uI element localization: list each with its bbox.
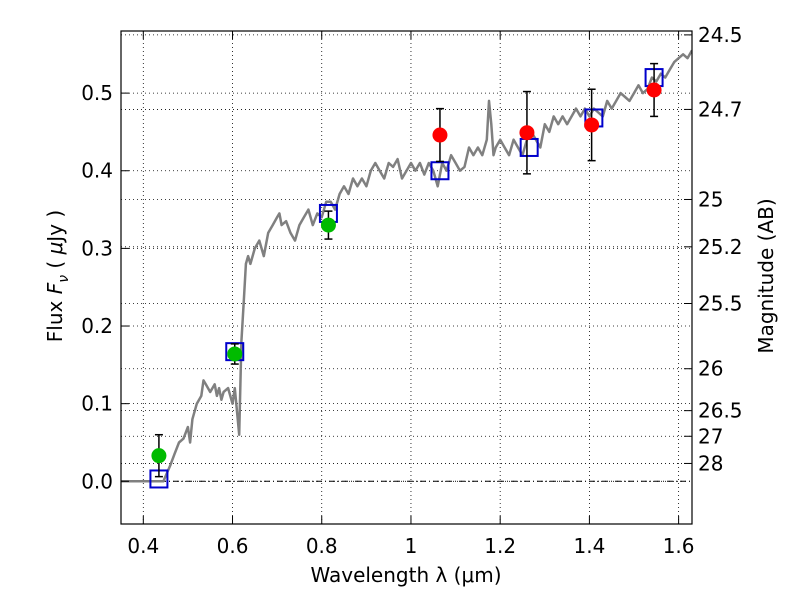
x-tick-label: 0.6: [217, 534, 249, 558]
observed-data-point: [584, 117, 600, 133]
observed-data-point: [432, 127, 448, 143]
magnitude-tick-label: 25.2: [698, 235, 743, 259]
axes-frame: [120, 30, 693, 525]
y-tick-label: 0.5: [81, 81, 113, 105]
magnitude-axis-title: Magnitude (AB): [754, 198, 778, 353]
magnitude-tick-label: 25.5: [698, 292, 743, 316]
y-axis-title-unit: Jy ): [43, 210, 67, 244]
x-axis-title: Wavelength λ (μm): [310, 563, 501, 587]
observed-data-point: [646, 82, 662, 98]
y-tick-label: 0.1: [81, 392, 113, 416]
observed-data-point: [320, 217, 336, 233]
x-tick-label: 0.4: [127, 534, 159, 558]
y-axis-title-subscript: ν: [56, 275, 72, 283]
magnitude-tick-label: 24.7: [698, 97, 743, 121]
magnitude-tick-label: 24.5: [698, 23, 743, 47]
magnitude-tick-label: 26: [698, 357, 723, 381]
x-tick-label: 0.8: [306, 534, 338, 558]
plot-area: [121, 49, 692, 489]
y-axis-title: Flux Fν ( μJy ): [43, 210, 72, 342]
observed-data-point: [519, 125, 535, 141]
y-axis-title-mu: μ: [43, 242, 67, 256]
y-axis-title-symbol: F: [43, 282, 67, 294]
y-tick-label: 0.3: [81, 236, 113, 260]
x-tick-label: 1.4: [573, 534, 605, 558]
y-axis-title-prefix: Flux: [43, 294, 67, 342]
y-tick-label: 0.4: [81, 159, 113, 183]
y-tick-label: 0.0: [81, 469, 113, 493]
magnitude-axis-ticks: 24.5 24.7 25 25.2 25.5 26 26.527 28: [684, 23, 743, 475]
x-tick-label: 1.2: [484, 534, 516, 558]
observed-data-point: [151, 448, 167, 464]
y-tick-label: 0.2: [81, 314, 113, 338]
magnitude-tick-label: 27: [698, 424, 723, 448]
x-axis-ticks: 0.4 0.6 0.8 1 1.2 1.4 1.6: [127, 31, 695, 558]
y-axis-ticks: 0.0 0.1 0.2 0.3 0.4 0.5: [81, 81, 129, 493]
magnitude-tick-label: 28: [698, 451, 723, 475]
x-tick-label: 1: [405, 534, 418, 558]
x-tick-label: 1.6: [663, 534, 695, 558]
y-axis-title-mid: (: [43, 254, 67, 275]
magnitude-tick-label: 26.5: [698, 399, 743, 423]
observed-data-point: [227, 346, 243, 362]
model-photometry-square: [430, 161, 450, 181]
magnitude-tick-label: 25: [698, 187, 723, 211]
